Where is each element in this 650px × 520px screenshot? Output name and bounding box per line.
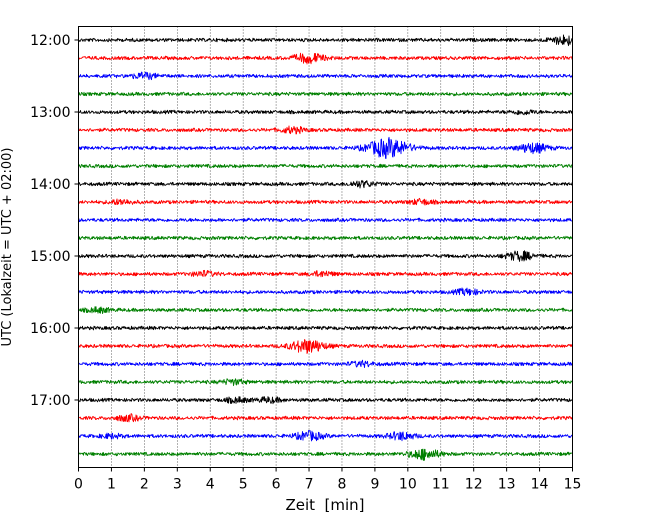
trace-line: [78, 359, 573, 368]
plot-frame: [78, 26, 573, 468]
x-tick-label: 9: [370, 477, 379, 493]
trace-line: [78, 396, 573, 405]
trace-line: [78, 339, 573, 354]
x-tick-label: 8: [338, 477, 347, 493]
trace-line: [78, 179, 573, 189]
trace-line: [78, 217, 573, 223]
x-tick-label: 5: [239, 477, 248, 493]
y-tick-label: 14:00: [30, 177, 70, 193]
trace-line: [78, 109, 573, 116]
trace-line: [78, 325, 573, 331]
x-tick-label: 3: [173, 477, 182, 493]
trace-line: [78, 306, 573, 314]
trace-line: [78, 287, 573, 297]
trace-line: [78, 413, 573, 423]
trace-line: [78, 52, 573, 65]
trace-line: [78, 378, 573, 387]
trace-line: [78, 448, 573, 461]
x-tick-label: 14: [531, 477, 549, 493]
y-axis-title: UTC (Lokalzeit = UTC + 02:00): [0, 148, 15, 347]
x-tick-label: 7: [305, 477, 314, 493]
trace-line: [78, 430, 573, 442]
x-tick-label: 2: [140, 477, 149, 493]
y-axis-ticks: 12:00 13:00 14:00 15:00 16:00 17:00: [30, 33, 79, 409]
x-tick-label: 6: [272, 477, 281, 493]
y-tick-label: 13:00: [30, 105, 70, 121]
x-axis-title: Zeit [min]: [285, 496, 364, 514]
trace-line: [78, 197, 573, 206]
trace-line: [78, 163, 573, 169]
trace-line: [78, 250, 573, 262]
x-tick-label: 0: [74, 477, 83, 493]
x-tick-label: 4: [206, 477, 215, 493]
x-tick-label: 1: [107, 477, 116, 493]
y-tick-label: 16:00: [30, 321, 70, 337]
x-tick-label: 15: [564, 477, 582, 493]
trace-line: [78, 125, 573, 135]
x-axis-ticks: 0 1 2 3 4 5 6 7 8 9 10 11 12 13 14 15: [74, 467, 582, 493]
trace-line: [78, 91, 573, 97]
x-tick-label: 12: [465, 477, 483, 493]
x-tick-label: 11: [432, 477, 450, 493]
trace-line: [78, 235, 573, 241]
y-tick-label: 15:00: [30, 249, 70, 265]
seismogram-traces: [78, 34, 573, 461]
x-tick-label: 13: [498, 477, 516, 493]
trace-line: [78, 136, 573, 159]
y-tick-label: 17:00: [30, 393, 70, 409]
trace-line: [78, 34, 573, 47]
y-tick-label: 12:00: [30, 33, 70, 49]
trace-line: [78, 269, 573, 278]
trace-line: [78, 71, 573, 81]
x-tick-label: 10: [399, 477, 417, 493]
